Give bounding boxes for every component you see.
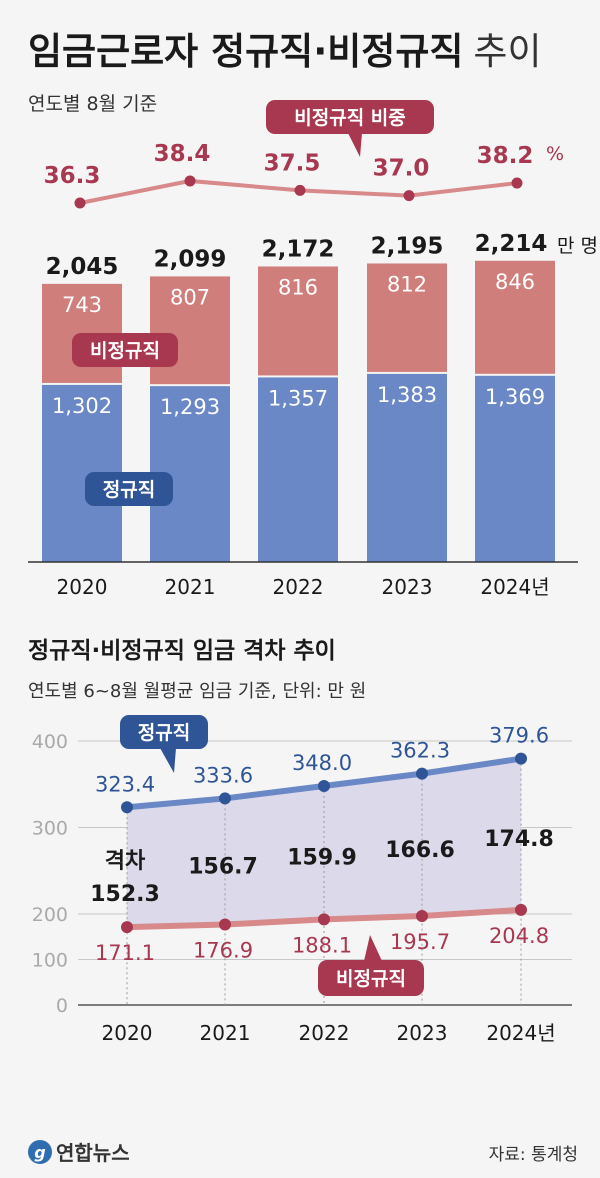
share-label: 36.3 [44, 163, 101, 189]
bar-label-regular: 1,357 [268, 386, 328, 410]
bar-label-regular: 1,302 [52, 394, 112, 418]
regular-value-label: 362.3 [390, 739, 450, 763]
gap-value-label: 166.6 [385, 838, 455, 863]
gap-value-label: 159.9 [287, 846, 357, 871]
y-tick-label: 100 [32, 950, 68, 972]
regular-badge-label: 정규직 [138, 722, 190, 744]
bar-regular [475, 375, 555, 562]
yonhap-logo: g 연합뉴스 [28, 1140, 130, 1165]
gap-title: 정규직·비정규직 임금 격차 추이 [28, 638, 336, 664]
share-label: 37.0 [373, 156, 430, 182]
nonregular-badge [318, 960, 424, 996]
nonregular-value-label: 188.1 [292, 933, 352, 957]
main-title: 임금근로자 정규직·비정규직 추이 [28, 30, 542, 73]
bar-total-label: 2,099 [154, 246, 227, 272]
nonregular-point [515, 903, 527, 916]
y-tick-label: 400 [32, 731, 68, 753]
main-subtitle: 연도별 8월 기준 [28, 93, 157, 115]
svg-text:연합뉴스: 연합뉴스 [56, 1141, 130, 1165]
share-label: 38.4 [154, 141, 211, 167]
bar-label-nonregular: 743 [62, 293, 102, 317]
bar-nonregular [475, 260, 555, 374]
nonregular-point [121, 921, 133, 934]
nonregular-point [416, 909, 428, 922]
nonregular-value-label: 176.9 [193, 939, 253, 963]
y-tick-label: 300 [32, 818, 68, 840]
x-tick-label: 2023 [397, 1021, 448, 1045]
regular-badge [120, 715, 208, 749]
x-tick-label: 2024년 [486, 1021, 555, 1045]
gap-subtitle: 연도별 6~8월 월평균 임금 기준, 단위: 만 원 [28, 681, 366, 702]
regular-value-label: 379.6 [489, 724, 549, 748]
x-tick-label: 2024년 [480, 575, 549, 599]
svg-text:g: g [34, 1143, 45, 1162]
nonregular-badge-label: 비정규직 [336, 968, 406, 990]
nonregular-value-label: 204.8 [489, 924, 549, 948]
regular-value-label: 348.0 [292, 751, 352, 775]
share-unit: % [546, 143, 564, 165]
source-text: 자료: 통계청 [489, 1145, 578, 1165]
y-tick-label: 200 [32, 904, 68, 926]
bar-label-regular: 1,293 [160, 395, 220, 419]
gap-value-label: 152.3 [90, 882, 160, 907]
wage-gap-line-chart: 400 300 200 100 0 323.4 171.1 152.3 2020 333.6 176… [32, 715, 572, 1045]
nonregular-badge-pointer [364, 935, 382, 961]
x-tick-label: 2021 [165, 575, 216, 599]
bar-label-nonregular: 816 [278, 275, 318, 299]
regular-point [515, 752, 527, 765]
regular-point [121, 801, 133, 814]
bar-nonregular [367, 263, 447, 372]
gap-value-label: 156.7 [188, 854, 258, 879]
regular-badge-label: 정규직 [103, 479, 155, 501]
y-tick-label: 0 [56, 995, 68, 1017]
nonregular-value-label: 195.7 [390, 930, 450, 954]
bar-total-label: 2,214 [475, 231, 548, 257]
nonregular-value-label: 171.1 [95, 941, 155, 965]
x-tick-label: 2021 [200, 1021, 251, 1045]
bar-label-regular: 1,369 [485, 385, 545, 409]
nonregular-point [318, 913, 330, 926]
nonregular-badge [72, 333, 178, 367]
x-tick-label: 2022 [299, 1021, 350, 1045]
bar-regular [367, 373, 447, 562]
share-label: 37.5 [264, 150, 321, 176]
x-tick-label: 2020 [57, 575, 108, 599]
x-tick-label: 2023 [382, 575, 433, 599]
bar-label-regular: 1,383 [377, 383, 437, 407]
regular-badge-pointer [160, 748, 176, 773]
gap-value-label: 174.8 [484, 827, 554, 852]
share-badge: 비정규직 비중 [266, 100, 434, 157]
share-point [511, 177, 523, 189]
regular-value-label: 333.6 [193, 763, 253, 787]
share-point [184, 175, 196, 187]
share-label: 38.2 [477, 143, 534, 169]
bar-label-nonregular: 807 [170, 285, 210, 309]
share-point [74, 197, 86, 209]
nonregular-badge-label: 비정규직 [90, 340, 160, 362]
share-point [403, 190, 415, 202]
bar-total-label: 2,045 [46, 254, 119, 280]
regular-value-label: 323.4 [95, 772, 155, 796]
bar-total-label: 2,172 [262, 236, 335, 262]
x-tick-label: 2022 [273, 575, 324, 599]
bar-nonregular [258, 266, 338, 376]
gap-label: 격차 [105, 849, 146, 874]
bar-label-nonregular: 846 [495, 270, 535, 294]
regular-point [318, 779, 330, 792]
regular-badge [85, 472, 173, 506]
regular-point [219, 792, 231, 805]
bar-total-label: 2,195 [371, 233, 444, 259]
svg-text:비정규직 비중: 비정규직 비중 [294, 107, 406, 129]
share-point [294, 184, 306, 196]
stacked-bar-chart: 1,302 743 2,045 2020 1,293 807 2,099 2021 1,357 8… [28, 141, 598, 599]
nonregular-point [219, 918, 231, 931]
total-unit-label: 만 명 [557, 235, 598, 257]
regular-point [416, 767, 428, 780]
bar-label-nonregular: 812 [387, 272, 427, 296]
bar-regular [258, 377, 338, 562]
x-tick-label: 2020 [102, 1021, 153, 1045]
